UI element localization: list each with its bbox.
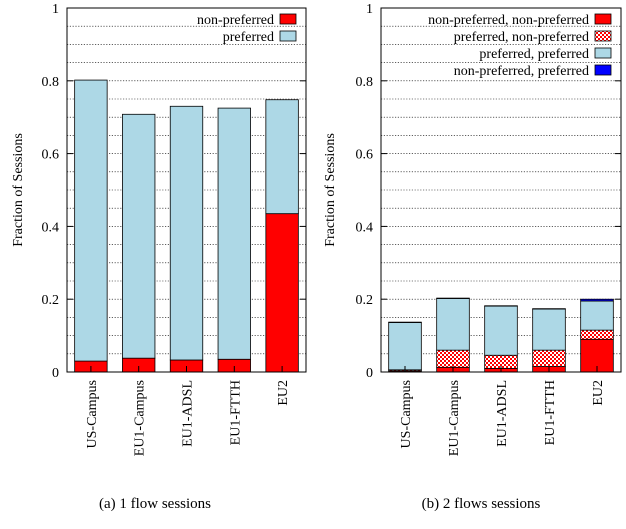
- x-tick-label: US-Campus: [399, 380, 414, 448]
- y-axis-label: Fraction of Sessions: [323, 133, 338, 247]
- plot-frame: [380, 7, 622, 373]
- y-tick-label: 0: [366, 366, 373, 381]
- figure-caption-a: (a) 1 flow sessions: [99, 496, 211, 512]
- y-tick-label: 0: [52, 366, 59, 381]
- bar-segment: [580, 329, 614, 340]
- bar-segment: [265, 99, 299, 215]
- bar-segment: [169, 105, 204, 361]
- y-tick-label: 1: [366, 2, 373, 17]
- y-tick-label: 0.8: [356, 75, 374, 90]
- legend-swatch: [279, 30, 297, 42]
- bar-segment: [532, 349, 566, 367]
- bar-segment: [122, 113, 156, 359]
- y-tick-label: 0.8: [42, 75, 60, 90]
- bar-segment: [265, 213, 299, 373]
- legend-label: preferred, non-preferred: [454, 30, 589, 45]
- x-tick-label: EU1-Campus: [133, 380, 148, 456]
- legend-swatch: [594, 47, 612, 59]
- bar-segment: [484, 305, 518, 356]
- y-tick-label: 0.2: [42, 293, 60, 308]
- y-tick-label: 0.6: [356, 148, 374, 163]
- legend-label: preferred: [223, 30, 274, 45]
- x-tick-label: EU1-FTTH: [228, 380, 243, 445]
- legend-swatch: [279, 13, 297, 25]
- x-tick-label: EU1-FTTH: [543, 380, 558, 445]
- y-axis-label: Fraction of Sessions: [11, 133, 26, 247]
- legend-swatch: [594, 30, 612, 42]
- y-tick-label: 0.4: [356, 220, 374, 235]
- legend-label: non-preferred, non-preferred: [428, 13, 589, 28]
- plot-frame: [66, 7, 307, 373]
- bar-segment: [580, 300, 614, 331]
- chart-panel-b: 0 0.2 0.4 0.6 0.8 1 US-Campus EU1-Campus EU1-ADS…: [323, 2, 622, 512]
- x-tick-label: EU2: [591, 380, 606, 406]
- y-tick-label: 1: [52, 2, 59, 17]
- bar-segment: [580, 298, 614, 302]
- bar-segment: [388, 322, 422, 371]
- x-tick-label: EU1-ADSL: [495, 380, 510, 447]
- x-tick-label: US-Campus: [85, 380, 100, 448]
- legend-label: preferred, preferred: [479, 47, 589, 62]
- bar-segment: [436, 298, 470, 351]
- legend-label: non-preferred: [197, 13, 274, 28]
- legend-swatch: [594, 64, 612, 76]
- x-tick-label: EU1-Campus: [447, 380, 462, 456]
- chart-panel-a: 0 0.2 0.4 0.6 0.8 1 US-Campus EU1-Campus EU1-ADS…: [11, 2, 307, 512]
- bar-segment: [217, 107, 251, 360]
- legend-label: non-preferred, preferred: [454, 64, 589, 79]
- figure-caption-b: (b) 2 flows sessions: [422, 496, 541, 512]
- bar-segment: [532, 308, 566, 351]
- y-tick-label: 0.4: [42, 220, 60, 235]
- bar-segment: [74, 79, 108, 362]
- x-tick-label: EU1-ADSL: [181, 380, 196, 447]
- x-tick-label: EU2: [276, 380, 291, 406]
- y-tick-label: 0.2: [356, 293, 374, 308]
- y-tick-label: 0.6: [42, 148, 60, 163]
- bar-segment: [436, 349, 470, 368]
- legend-swatch: [594, 13, 612, 25]
